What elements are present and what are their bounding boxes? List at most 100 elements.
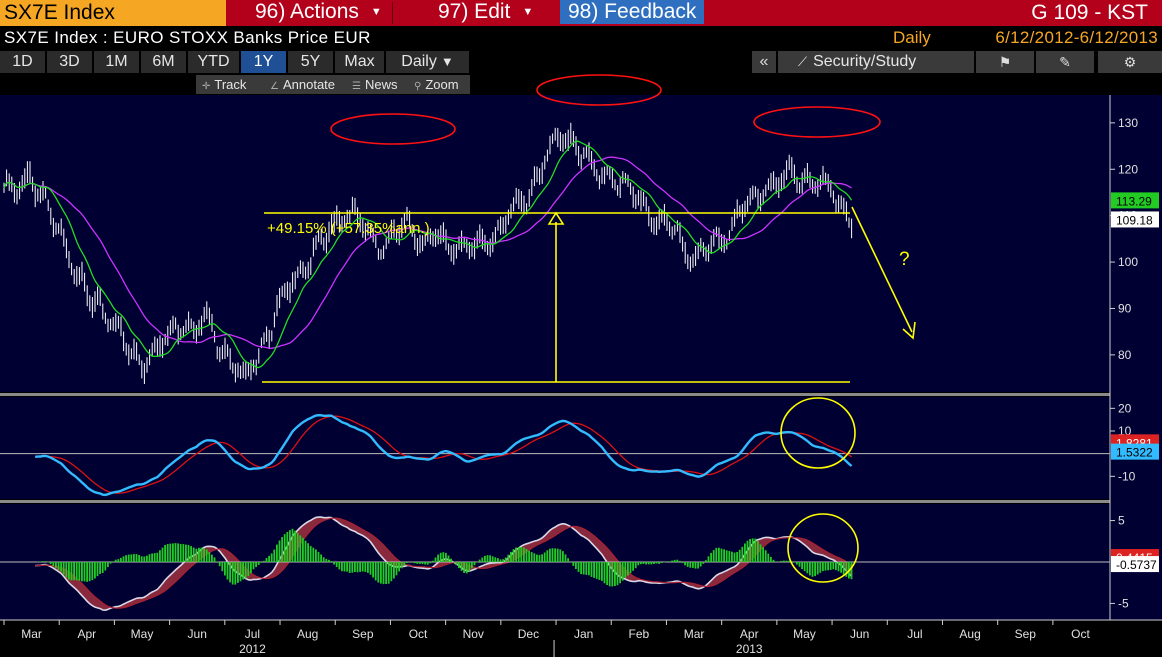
- histogram-bar: [49, 562, 52, 564]
- histogram-bar: [198, 547, 200, 562]
- ticker-field[interactable]: SX7E Index: [0, 0, 226, 26]
- range-1y-button[interactable]: 1Y: [241, 51, 287, 73]
- range-max-button[interactable]: Max: [335, 51, 385, 73]
- histogram-bar: [697, 562, 699, 569]
- histogram-bar: [572, 562, 575, 566]
- range-1m-button[interactable]: 1M: [94, 51, 140, 73]
- histogram-bar: [580, 562, 582, 575]
- histogram-bar: [715, 547, 718, 562]
- histogram-bar: [819, 562, 822, 573]
- actions-menu[interactable]: 96) Actions ▼: [255, 0, 382, 24]
- histogram-bar: [138, 555, 140, 562]
- histogram-bar: [434, 557, 437, 562]
- histogram-bar: [140, 556, 143, 562]
- range-6m-button[interactable]: 6M: [141, 51, 187, 73]
- histogram-bar: [829, 562, 832, 570]
- histogram-bar: [837, 562, 840, 572]
- flag-icon[interactable]: ⚑: [976, 51, 1034, 73]
- price-chart[interactable]: 80901001101201302010-105-5113.29109.181.…: [0, 74, 1162, 657]
- security-study-label: Security/Study: [813, 53, 917, 70]
- security-study-button[interactable]: ⟋ Security/Study: [778, 51, 974, 73]
- histogram-bar: [712, 550, 715, 562]
- oscillator-ribbon: [35, 517, 852, 611]
- histogram-bar: [325, 558, 328, 562]
- histogram-bar: [255, 562, 257, 568]
- histogram-bar: [692, 562, 694, 568]
- month-label: May: [131, 627, 154, 641]
- range-ytd-button[interactable]: YTD: [188, 51, 240, 73]
- histogram-bar: [728, 551, 731, 562]
- histogram-bar: [88, 562, 91, 582]
- histogram-bar: [543, 552, 546, 562]
- frequency-dropdown[interactable]: Daily ▼: [386, 51, 470, 73]
- histogram-bar: [601, 562, 603, 581]
- range-5y-button[interactable]: 5Y: [288, 51, 334, 73]
- histogram-bar: [515, 547, 517, 562]
- histogram-bar: [361, 562, 364, 572]
- histogram-bar: [94, 562, 96, 579]
- y-tick-label: 80: [1118, 348, 1132, 362]
- histogram-bar: [796, 562, 798, 565]
- histogram-bar: [317, 551, 320, 562]
- track-tool[interactable]: ✛ Track: [202, 75, 246, 94]
- projection-line: [851, 206, 913, 333]
- histogram-bar: [502, 559, 504, 562]
- period-label[interactable]: Daily: [893, 28, 931, 47]
- gear-icon[interactable]: ⚙: [1098, 51, 1162, 73]
- histogram-bar: [416, 562, 419, 564]
- last-price-box-bg: [1111, 211, 1159, 228]
- histogram-bar: [57, 562, 60, 570]
- feedback-button[interactable]: 98) Feedback: [560, 0, 705, 24]
- histogram-bar: [551, 548, 554, 562]
- histogram-bar: [117, 559, 120, 562]
- histogram-bar: [403, 562, 406, 566]
- histogram-bar: [767, 553, 770, 562]
- histogram-bar: [114, 559, 117, 562]
- histogram-bar: [783, 560, 785, 562]
- range-1d-button[interactable]: 1D: [0, 51, 46, 73]
- histogram-bar: [159, 550, 161, 562]
- range-3d-button[interactable]: 3D: [47, 51, 93, 73]
- histogram-bar: [351, 562, 354, 573]
- edit-menu[interactable]: 97) Edit ▼: [438, 0, 533, 24]
- histogram-bar: [78, 562, 81, 581]
- histogram-bar: [419, 562, 421, 564]
- annotate-tool[interactable]: ∠ Annotate: [270, 75, 335, 94]
- zoom-label: Zoom: [425, 77, 459, 92]
- edit-icon[interactable]: ✎: [1036, 51, 1094, 73]
- zoom-tool[interactable]: ⚲ Zoom: [414, 75, 459, 94]
- right-shoulder-circle: [753, 106, 881, 138]
- collapse-panel-button[interactable]: «: [752, 51, 776, 73]
- histogram-bar: [835, 562, 837, 571]
- histogram-bar: [343, 562, 346, 572]
- histogram-bar: [83, 562, 86, 582]
- histogram-bar: [335, 562, 338, 567]
- histogram-bar: [744, 543, 746, 562]
- histogram-bar: [341, 562, 343, 572]
- histogram-bar: [65, 562, 68, 578]
- histogram-bar: [790, 561, 793, 562]
- histogram-bar: [556, 548, 559, 562]
- price-layer: [3, 122, 853, 384]
- news-tool[interactable]: ☰ News: [352, 75, 397, 94]
- histogram-bar: [328, 559, 330, 562]
- histogram-bar: [281, 537, 283, 562]
- histogram-bar: [299, 535, 302, 562]
- date-range[interactable]: 6/12/2012-6/12/2013: [995, 28, 1158, 47]
- histogram-bar: [270, 553, 273, 562]
- histogram-bar: [668, 561, 671, 562]
- histogram-bar: [536, 554, 538, 562]
- histogram-bar: [229, 562, 231, 583]
- kst-panel-bg: [0, 397, 1110, 499]
- histogram-bar: [359, 562, 361, 572]
- histogram-bar: [312, 547, 315, 562]
- histogram-bar: [478, 559, 481, 562]
- osc-value-box-bg: [1111, 556, 1159, 573]
- histogram-bar: [247, 562, 250, 577]
- histogram-bar: [655, 562, 658, 564]
- frequency-label: Daily: [401, 53, 437, 70]
- histogram-bar: [653, 562, 655, 564]
- histogram-bar: [86, 562, 88, 582]
- histogram-bar: [593, 562, 595, 578]
- histogram-bar: [239, 562, 242, 582]
